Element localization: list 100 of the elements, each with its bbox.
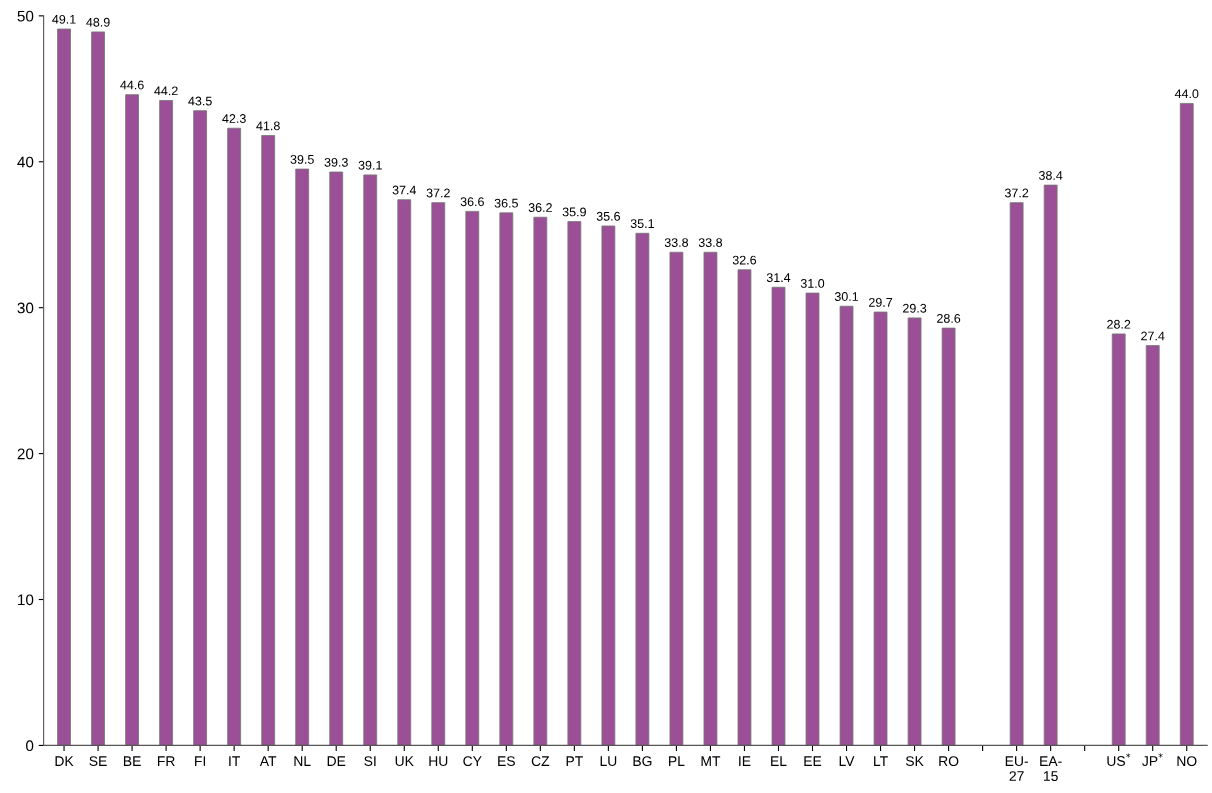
bar <box>57 28 71 746</box>
x-tick-label: SI <box>364 756 376 767</box>
x-tick-label: ES <box>498 756 515 767</box>
bar <box>1145 345 1160 746</box>
data-label: 39.3 <box>324 157 348 167</box>
data-label: 36.6 <box>460 197 484 207</box>
bar <box>295 168 310 746</box>
bar <box>465 210 480 746</box>
bar <box>159 100 173 746</box>
y-tick-label: 20 <box>17 448 34 460</box>
data-label: 32.6 <box>732 255 757 265</box>
x-tick-label: US$^{*}$ <box>1107 753 1131 766</box>
data-label: 35.9 <box>562 207 586 217</box>
bar <box>329 171 344 746</box>
data-label: 37.4 <box>392 185 417 195</box>
x-tick-label: FI <box>195 756 206 766</box>
data-label: 37.2 <box>1004 188 1029 198</box>
bar <box>1111 333 1126 746</box>
x-tick-label: LT <box>874 756 888 766</box>
y-tick-label: 30 <box>17 302 34 314</box>
data-label: 31.4 <box>766 273 791 283</box>
x-tick-label: BE <box>123 756 141 766</box>
y-tick-label: 0 <box>26 740 34 752</box>
bar <box>737 269 752 746</box>
x-tick-label: AT <box>259 756 277 766</box>
bar <box>703 251 718 746</box>
data-label: 44.6 <box>120 80 144 90</box>
x-tick-label: CZ <box>531 756 550 767</box>
data-label: 35.1 <box>630 219 654 229</box>
bar <box>805 292 820 746</box>
data-label: 48.9 <box>86 17 110 27</box>
bar <box>1009 202 1024 746</box>
bar <box>635 232 650 746</box>
data-label: 33.8 <box>664 238 689 247</box>
bar <box>771 286 786 746</box>
x-tick-label: NO <box>1177 756 1197 767</box>
x-tick-label: BG <box>633 756 652 767</box>
x-tick-label: FR <box>157 756 175 766</box>
x-tick-label: EL <box>771 756 787 766</box>
bar <box>125 94 139 746</box>
data-label: 28.6 <box>937 314 961 323</box>
x-tick-label: PL <box>669 756 685 766</box>
bar <box>669 251 684 746</box>
bar <box>941 327 956 746</box>
x-tick-label: IT <box>229 756 240 766</box>
data-label: 41.8 <box>256 121 280 131</box>
x-tick-label: SK <box>905 756 924 767</box>
x-tick-label: HU <box>429 756 448 767</box>
x-tick-label: DK <box>55 756 74 766</box>
x-tick-label: EE <box>804 756 822 766</box>
y-tick-label: 40 <box>17 156 34 168</box>
data-label: 29.3 <box>903 303 927 313</box>
x-tick-label: EU-27 <box>1005 756 1028 781</box>
x-tick-label: PT <box>566 756 583 766</box>
data-label: 44.0 <box>1174 89 1199 99</box>
bar <box>601 225 616 746</box>
data-label: 38.4 <box>1038 171 1063 180</box>
data-label: 35.6 <box>596 211 620 221</box>
x-tick-label: MT <box>701 756 721 766</box>
data-label: 39.5 <box>290 154 314 164</box>
bar <box>193 110 208 746</box>
data-label: 27.4 <box>1141 331 1165 341</box>
bar <box>431 202 446 746</box>
bar <box>873 311 888 746</box>
data-label: 44.2 <box>154 86 178 96</box>
bar <box>397 199 412 746</box>
x-tick-label: RO <box>939 756 959 767</box>
x-tick-label: DE <box>327 756 346 766</box>
x-tick-label: IE <box>739 756 751 766</box>
bar <box>1043 184 1058 746</box>
data-label: 42.3 <box>222 114 246 123</box>
data-label: 33.8 <box>698 238 723 247</box>
y-tick-label: 50 <box>17 10 34 22</box>
bar <box>567 221 582 746</box>
bar <box>227 127 242 746</box>
x-tick-label: NL <box>294 756 311 766</box>
bar <box>499 212 514 746</box>
bar <box>533 216 548 746</box>
data-label: 39.1 <box>358 160 382 170</box>
data-label: 29.7 <box>869 297 893 307</box>
data-label: 49.1 <box>52 14 76 24</box>
bar <box>907 317 922 746</box>
data-label: 37.2 <box>426 188 450 198</box>
bar <box>1179 102 1194 746</box>
x-tick-label: EA-15 <box>1040 756 1062 781</box>
data-label: 31.0 <box>800 278 825 288</box>
x-tick-label: CY <box>463 756 482 767</box>
y-tick-label: 10 <box>18 594 34 606</box>
data-label: 28.2 <box>1107 319 1131 329</box>
x-tick-label: LU <box>600 756 617 767</box>
x-tick-label: UK <box>395 756 414 767</box>
x-tick-label: LV <box>839 756 855 766</box>
x-tick-label: JP$^{*}$ <box>1142 753 1163 766</box>
bar <box>839 305 854 746</box>
data-label: 43.5 <box>188 96 212 106</box>
bar <box>91 31 105 746</box>
bar <box>363 174 378 746</box>
data-label: 36.2 <box>528 203 552 212</box>
data-label: 30.1 <box>834 292 859 301</box>
bar <box>261 135 276 746</box>
